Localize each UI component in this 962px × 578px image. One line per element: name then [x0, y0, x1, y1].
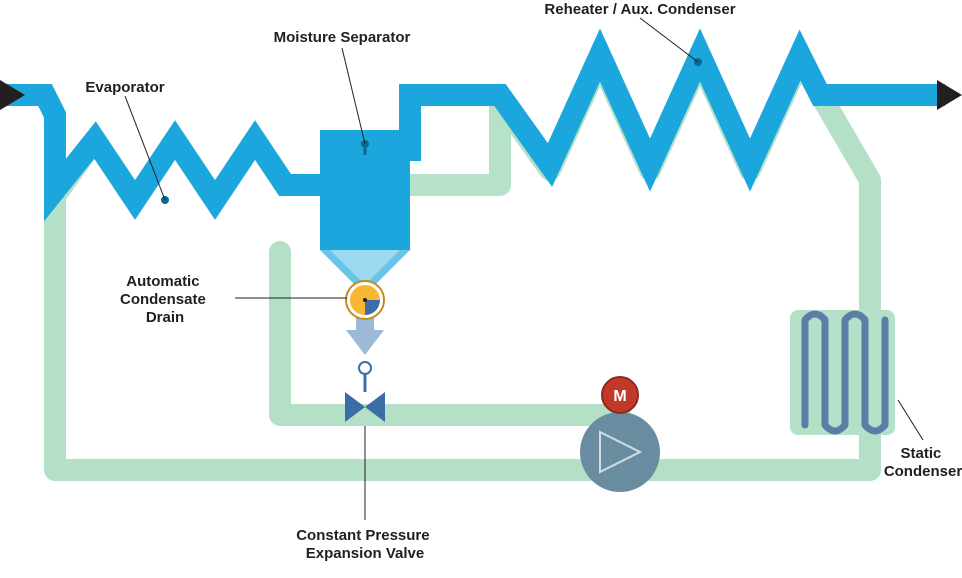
leader-lines: [125, 18, 923, 520]
condensate-drain: [346, 281, 384, 355]
reheater-label: Reheater / Aux. Condenser: [544, 1, 735, 18]
refrigerant-loop: [55, 60, 870, 470]
moisture-separator: [320, 130, 410, 285]
air-outlet-arrow-icon: [937, 80, 962, 110]
condensate-drain-label: Automatic Condensate Drain: [120, 273, 210, 326]
refrigeration-air-dryer-diagram: M Evaporator Moisture Separator Reheater…: [0, 0, 962, 578]
motor-label: M: [613, 388, 626, 405]
compressor: M: [580, 377, 660, 492]
static-condenser: [790, 310, 895, 435]
refrigerant-inner-path: [280, 252, 620, 470]
moisture-separator-label: Moisture Separator: [274, 29, 411, 46]
evaporator-label: Evaporator: [85, 79, 164, 96]
static-condenser-label: Static Condenser: [884, 445, 962, 480]
expansion-valve-label: Constant Pressure Expansion Valve: [296, 527, 434, 562]
